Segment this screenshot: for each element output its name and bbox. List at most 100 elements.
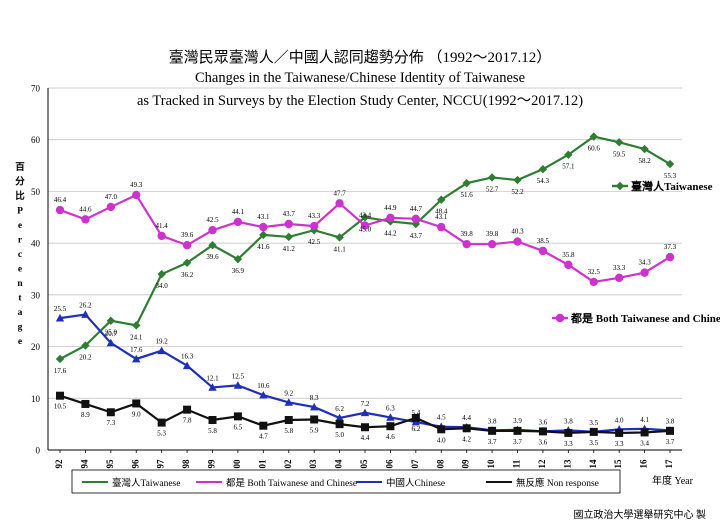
data-point: [538, 164, 548, 174]
y-tick-labels: 0 10 20 30 40 50 60 70: [31, 84, 41, 456]
data-label: 58.2: [638, 157, 651, 165]
data-point: [411, 413, 420, 422]
data-point: [233, 381, 243, 389]
data-label: 3.6: [539, 418, 548, 426]
data-point: [513, 426, 522, 435]
data-point: [284, 232, 293, 242]
x-tick-label: 99: [207, 459, 217, 469]
data-label: 26.2: [79, 302, 92, 310]
data-point: [615, 428, 624, 437]
data-label: 43.3: [308, 212, 321, 220]
axes: [47, 88, 682, 453]
data-label: 25.0: [105, 329, 118, 337]
data-label: 44.9: [384, 204, 397, 212]
y-tick-label: 40: [31, 239, 41, 249]
data-point: [208, 383, 217, 391]
data-point: [55, 313, 65, 322]
data-label: 51.6: [461, 191, 474, 199]
x-tick-label: 08: [435, 459, 445, 469]
data-point: [132, 321, 141, 330]
data-point: [335, 199, 344, 208]
x-tick-label: 95: [105, 459, 115, 469]
data-label: 39.8: [486, 230, 499, 238]
data-label: 6.2: [335, 405, 344, 413]
data-label: 32.5: [588, 268, 601, 276]
callout-label: 臺灣人Taiwanese: [631, 179, 713, 193]
data-point: [259, 230, 268, 240]
data-point: [360, 221, 370, 230]
x-tick-label: 04: [334, 459, 344, 469]
x-tick-label: 94: [79, 459, 89, 469]
data-label: 10.6: [257, 382, 270, 390]
data-point: [106, 202, 116, 212]
data-label: 47.7: [333, 189, 346, 197]
data-label: 7.8: [183, 417, 192, 425]
data-label: 17.6: [54, 367, 67, 375]
y-axis-label-char: c: [18, 250, 22, 260]
x-tick-label: 10: [486, 459, 496, 469]
y-axis-label-char: 百: [15, 162, 25, 173]
data-point: [411, 214, 421, 224]
data-label: 4.0: [437, 436, 446, 444]
data-point: [564, 428, 573, 437]
data-label: 52.2: [511, 188, 524, 196]
data-point: [182, 361, 192, 370]
data-point: [132, 399, 141, 408]
data-point: [259, 222, 268, 232]
data-label: 44.7: [410, 205, 423, 213]
data-point: [132, 354, 141, 363]
data-label: 7.3: [106, 419, 115, 427]
data-label: 4.6: [386, 433, 395, 441]
x-axis-label: 年度 Year: [652, 474, 694, 487]
series-markers: [55, 132, 675, 487]
data-point: [437, 195, 446, 204]
data-label: 12.1: [206, 374, 219, 382]
data-label: 4.7: [259, 433, 268, 441]
data-label: 37.3: [664, 243, 677, 251]
x-tick-label: 03: [308, 459, 318, 469]
data-label: 10.5: [54, 403, 67, 411]
data-label: 16.3: [181, 353, 194, 361]
data-point: [157, 418, 166, 427]
y-tick-label: 50: [31, 187, 41, 197]
data-label: 4.1: [640, 416, 649, 424]
data-point: [513, 175, 522, 185]
data-point: [233, 254, 243, 264]
chart-title-en-line2: as Tracked in Surveys by the Election St…: [136, 93, 584, 109]
data-point: [666, 426, 674, 435]
data-point: [665, 159, 675, 169]
x-tick-label: 05: [359, 459, 369, 469]
data-label: 5.9: [310, 426, 319, 434]
data-point: [233, 412, 242, 421]
data-label: 38.5: [537, 237, 550, 245]
legend-box: [71, 469, 621, 494]
data-label: 6.5: [234, 423, 243, 431]
data-label: 54.3: [537, 177, 550, 185]
x-tick-label: 98: [181, 459, 191, 469]
data-label: 33.3: [613, 264, 626, 272]
x-tick-labels: 92 94 95 96 97 98 99 00 01 02 03 04 05 06 07 08 09 10 11 12…: [54, 459, 674, 469]
data-label: 5.8: [284, 427, 293, 435]
legend: 臺灣人Taiwanese 都是 Both Taiwanese and Chines…: [71, 469, 621, 494]
data-point: [183, 405, 192, 414]
data-label: 3.7: [488, 438, 497, 446]
data-label: 41.2: [283, 245, 296, 253]
data-point: [589, 132, 598, 141]
x-tick-label: 92: [54, 459, 64, 469]
data-label: 4.0: [615, 416, 624, 424]
data-point: [157, 269, 166, 279]
data-label: 59.5: [613, 150, 626, 158]
data-label: 6.2: [411, 425, 420, 433]
x-tick-label: 02: [283, 459, 293, 469]
chart-title-zh: 臺灣民眾臺灣人／中國人認同趨勢分佈 （1992～2017.12）: [168, 50, 552, 66]
data-point: [589, 277, 598, 287]
data-label: 39.6: [206, 253, 219, 261]
data-label: 42.5: [308, 238, 321, 246]
x-tick-label: 16: [639, 459, 649, 469]
data-point: [361, 423, 369, 432]
chart-title-en-line1: Changes in the Taiwanese/Chinese Identit…: [194, 70, 526, 86]
data-label: 35.8: [562, 251, 575, 259]
data-label: 3.5: [589, 439, 598, 447]
data-label: 20.2: [79, 354, 92, 362]
